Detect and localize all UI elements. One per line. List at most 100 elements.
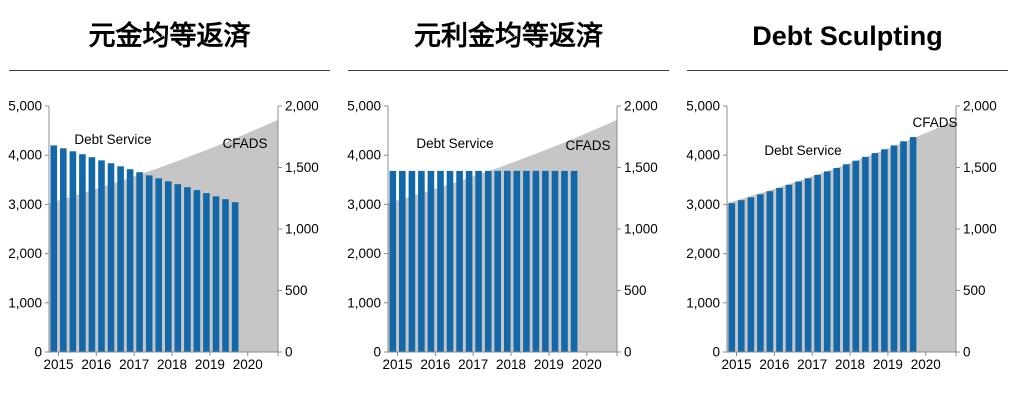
right-axis-tick-label: 500 bbox=[285, 283, 308, 298]
left-axis-tick-label: 2,000 bbox=[347, 246, 381, 261]
left-axis-tick-label: 0 bbox=[373, 345, 381, 360]
debt-service-bar bbox=[804, 178, 812, 352]
debt-service-bar bbox=[757, 194, 764, 352]
debt-service-bar bbox=[165, 181, 172, 352]
chart-canvas-equal-principal: 5,000 4,000 3,000 2,000 1,000 0 2,000 1,500 1,00… bbox=[0, 79, 339, 403]
left-axis-tick-label: 3,000 bbox=[686, 197, 720, 212]
left-axis-tick-label: 1,000 bbox=[347, 295, 381, 310]
debt-service-bar bbox=[523, 170, 530, 352]
debt-service-bar bbox=[408, 170, 416, 352]
debt-service-bar bbox=[418, 170, 425, 352]
x-axis-tick-label: 2015 bbox=[382, 357, 412, 372]
x-axis-tick-label: 2019 bbox=[195, 357, 225, 372]
right-axis-tick-label: 1,000 bbox=[285, 222, 319, 237]
debt-service-bar bbox=[389, 170, 397, 352]
right-axis-tick-label: 1,500 bbox=[624, 160, 658, 175]
x-axis-tick-label: 2017 bbox=[797, 357, 827, 372]
right-axis-tick-label: 2,000 bbox=[963, 99, 997, 114]
debt-service-bar bbox=[399, 170, 406, 352]
chart-svg: 5,000 4,000 3,000 2,000 1,000 0 2,000 1,500 1,00… bbox=[686, 99, 997, 373]
debt-service-bar bbox=[909, 137, 917, 352]
chart-panel-debt-sculpting: Debt Sculpting 5,000 4,000 3,000 2,000 1,000… bbox=[678, 0, 1017, 404]
chart-svg: 5,000 4,000 3,000 2,000 1,000 0 2,000 1,500 1,00… bbox=[347, 99, 658, 373]
debt-service-bar bbox=[174, 184, 182, 352]
debt-service-bar bbox=[823, 171, 831, 352]
x-axis-tick-label: 2020 bbox=[911, 357, 941, 372]
debt-service-bar bbox=[833, 168, 840, 352]
x-axis-tick-label: 2015 bbox=[721, 357, 751, 372]
right-axis-tick-label: 1,000 bbox=[963, 222, 997, 237]
chart-title-annuity: 元利金均等返済 bbox=[414, 21, 603, 51]
left-axis-tick-label: 1,000 bbox=[686, 295, 720, 310]
right-axis-tick-label: 0 bbox=[285, 345, 293, 360]
debt-service-bar bbox=[136, 172, 143, 352]
debt-service-bar bbox=[570, 170, 578, 352]
right-axis-tick-label: 2,000 bbox=[624, 99, 658, 114]
debt-service-bar bbox=[79, 154, 86, 352]
chart-panel-equal-principal: 元金均等返済 5,000 4,000 3,000 2,000 1,000 0 2,000 1,… bbox=[0, 0, 339, 404]
right-axis-tick-label: 0 bbox=[624, 345, 632, 360]
debt-service-bar bbox=[145, 175, 153, 352]
series-label-cfads: CFADS bbox=[912, 115, 957, 130]
x-axis-tick-label: 2016 bbox=[81, 357, 111, 372]
debt-service-bar bbox=[561, 170, 568, 352]
x-axis-tick-label: 2019 bbox=[534, 357, 564, 372]
right-axis-tick-label: 500 bbox=[624, 283, 647, 298]
debt-service-bar bbox=[776, 188, 783, 352]
x-axis-tick-label: 2016 bbox=[759, 357, 789, 372]
debt-service-bar bbox=[900, 141, 907, 352]
debt-service-bar bbox=[843, 164, 850, 352]
debt-service-bar bbox=[88, 157, 96, 352]
debt-service-bar bbox=[795, 181, 802, 352]
left-axis-tick-label: 5,000 bbox=[8, 99, 42, 114]
series-label-debt-service: Debt Service bbox=[764, 143, 841, 158]
left-axis-tick-label: 4,000 bbox=[8, 148, 42, 163]
debt-service-bar bbox=[871, 153, 879, 352]
debt-service-bar bbox=[532, 170, 540, 352]
series-label-debt-service: Debt Service bbox=[416, 136, 493, 151]
debt-service-bar bbox=[231, 202, 239, 352]
debt-service-bar bbox=[504, 170, 511, 352]
right-axis-tick-label: 1,000 bbox=[624, 222, 658, 237]
title-underline bbox=[687, 70, 1008, 71]
series-label-cfads: CFADS bbox=[222, 136, 267, 151]
debt-service-bar bbox=[465, 170, 473, 352]
chart-canvas-debt-sculpting: 5,000 4,000 3,000 2,000 1,000 0 2,000 1,500 1,00… bbox=[678, 79, 1017, 403]
series-label-debt-service: Debt Service bbox=[74, 132, 151, 147]
right-axis-tick-label: 1,500 bbox=[963, 160, 997, 175]
debt-service-bar bbox=[456, 170, 463, 352]
debt-service-bar bbox=[98, 160, 105, 352]
left-axis-tick-label: 5,000 bbox=[686, 99, 720, 114]
debt-service-bar bbox=[475, 170, 482, 352]
right-axis-tick-label: 1,500 bbox=[285, 160, 319, 175]
debt-service-bar bbox=[222, 199, 229, 352]
chart-svg: 5,000 4,000 3,000 2,000 1,000 0 2,000 1,500 1,00… bbox=[8, 99, 319, 373]
debt-service-bar bbox=[50, 145, 58, 352]
debt-service-bar bbox=[117, 166, 124, 352]
debt-service-bar bbox=[766, 191, 774, 352]
debt-service-bar bbox=[513, 170, 521, 352]
debt-service-bar bbox=[155, 178, 162, 352]
title-underline bbox=[9, 70, 330, 71]
right-axis-tick-label: 500 bbox=[963, 283, 986, 298]
debt-service-bar bbox=[484, 170, 492, 352]
debt-service-bar bbox=[69, 151, 77, 352]
x-axis-tick-label: 2018 bbox=[496, 357, 526, 372]
left-axis-tick-label: 2,000 bbox=[686, 246, 720, 261]
debt-service-bar bbox=[881, 149, 888, 352]
right-axis-tick-label: 2,000 bbox=[285, 99, 319, 114]
left-axis-tick-label: 3,000 bbox=[347, 197, 381, 212]
left-axis-tick-label: 0 bbox=[712, 345, 720, 360]
left-axis-tick-label: 0 bbox=[34, 345, 42, 360]
left-axis-tick-label: 2,000 bbox=[8, 246, 42, 261]
chart-title-debt-sculpting: Debt Sculpting bbox=[752, 21, 943, 51]
series-label-cfads: CFADS bbox=[565, 138, 610, 153]
left-axis-tick-label: 4,000 bbox=[347, 148, 381, 163]
chart-title-equal-principal: 元金均等返済 bbox=[88, 21, 251, 51]
cfads-area bbox=[727, 119, 956, 353]
cfads-area bbox=[388, 119, 617, 353]
debt-service-bar bbox=[427, 170, 435, 352]
x-axis-tick-label: 2020 bbox=[233, 357, 263, 372]
debt-service-bar bbox=[60, 148, 67, 352]
